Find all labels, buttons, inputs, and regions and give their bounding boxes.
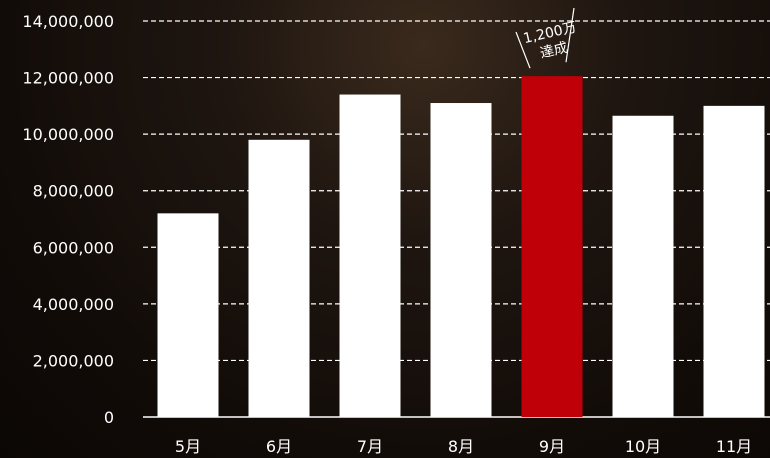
x-tick-label: 6月: [266, 437, 292, 456]
annotation-slash-right: [565, 7, 575, 63]
annotation-line2: 達成: [539, 40, 570, 62]
x-axis: 5月 6月 7月 8月 9月 10月 11月: [175, 437, 752, 456]
x-tick-label: 11月: [716, 437, 752, 456]
y-tick-label: 2,000,000: [33, 351, 114, 370]
bar-5月: [157, 213, 219, 417]
x-tick-label: 5月: [175, 437, 201, 456]
x-tick-label: 10月: [625, 437, 661, 456]
y-axis: 0 2,000,000 4,000,000 6,000,000 8,000,000 10,…: [22, 12, 114, 427]
bar-7月: [339, 94, 401, 418]
bar-8月: [430, 103, 492, 418]
bar-11月: [703, 105, 765, 417]
x-tick-label: 9月: [539, 437, 565, 456]
y-tick-label: 0: [104, 408, 114, 427]
y-tick-label: 4,000,000: [33, 295, 114, 314]
bars: [157, 76, 765, 418]
y-tick-label: 12,000,000: [22, 69, 114, 88]
bar-10月: [612, 115, 674, 417]
y-tick-label: 6,000,000: [33, 238, 114, 257]
y-tick-label: 14,000,000: [22, 12, 114, 31]
annotation-slash-left: [515, 31, 531, 69]
y-tick-label: 10,000,000: [22, 125, 114, 144]
bar-6月: [248, 139, 310, 418]
x-tick-label: 7月: [357, 437, 383, 456]
y-tick-label: 8,000,000: [33, 182, 114, 201]
bar-9月: [521, 76, 583, 418]
x-tick-label: 8月: [448, 437, 474, 456]
